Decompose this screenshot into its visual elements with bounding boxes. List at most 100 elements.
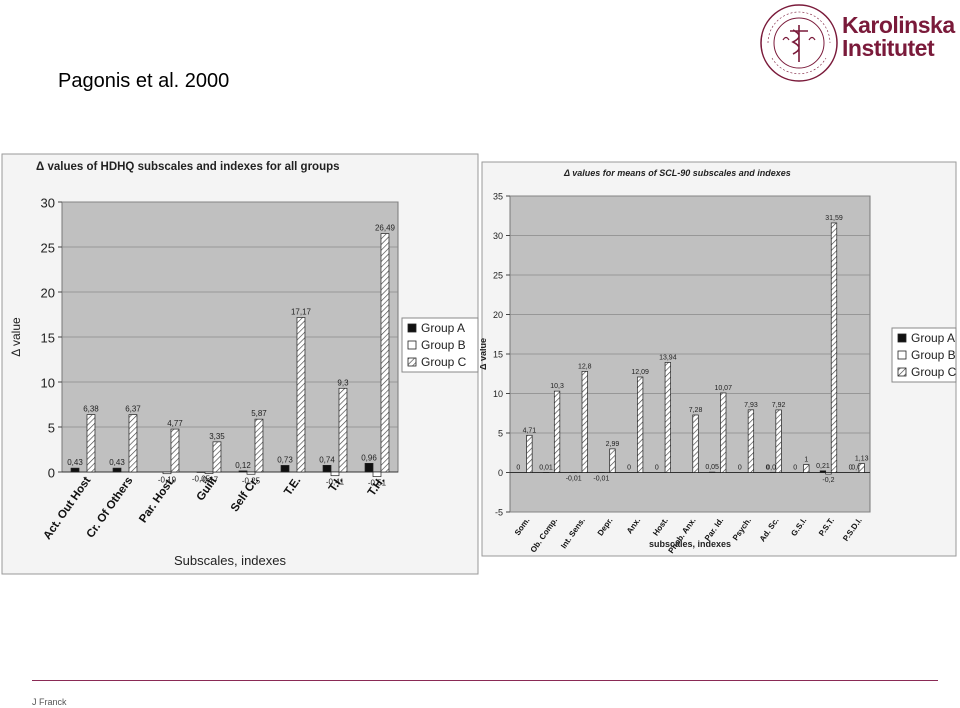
data-label: 3,35 (209, 432, 225, 441)
data-label: -0,19 (158, 476, 177, 485)
bar-group-a (70, 467, 80, 473)
y-tick-label: 5 (498, 429, 503, 439)
scl90-chart: Δ values for means of SCL-90 subscales a… (480, 161, 957, 557)
data-label: -0,41 (326, 478, 345, 487)
data-label: 0,74 (319, 455, 335, 464)
data-label: 0 (627, 465, 631, 472)
bar-group-c (338, 387, 348, 473)
bar-group-c (609, 448, 616, 473)
legend-swatch (897, 350, 907, 360)
legend-entry: Group A (421, 321, 465, 335)
data-label: -0,2 (822, 477, 834, 484)
data-label: -0,25 (242, 476, 261, 485)
data-label: 17,17 (291, 307, 312, 316)
y-axis-label: Δ value (9, 317, 23, 357)
data-label: 12,8 (578, 363, 592, 370)
bar-group-c (553, 390, 561, 473)
legend-entry: Group B (911, 348, 956, 362)
data-label: 0,01 (539, 464, 553, 471)
legend-entry: Group C (911, 365, 957, 379)
data-label: -0,51 (368, 479, 387, 488)
data-label: 4,71 (523, 427, 537, 434)
legend-entry: Group B (421, 338, 466, 352)
bar-group-c (775, 409, 782, 473)
data-label: 10,07 (714, 385, 732, 392)
bar-group-c (720, 392, 727, 473)
bar-group-c (170, 428, 180, 473)
bar-group-a (112, 467, 122, 473)
data-label: 0,43 (67, 458, 83, 467)
data-label: 7,93 (744, 402, 758, 409)
bar-group-c (803, 464, 810, 473)
data-label: -0,17 (200, 476, 219, 485)
legend: Group A Group B Group C (401, 317, 479, 373)
bar-group-c (747, 409, 755, 473)
data-label: -0,01 (566, 476, 582, 483)
bar-group-b (162, 471, 172, 475)
data-label: 0 (766, 465, 770, 472)
bar-group-c (692, 414, 699, 473)
hdhq-chart: Δ values of HDHQ subscales and indexes f… (1, 153, 479, 575)
footer-author: J Franck (32, 697, 67, 707)
slide-title: Pagonis et al. 2000 (58, 70, 230, 92)
data-label: 0,21 (816, 463, 830, 470)
y-tick-label: 10 (41, 376, 55, 391)
bar-group-c (254, 418, 264, 473)
data-label: 0 (738, 465, 742, 472)
data-label: 26,49 (375, 224, 396, 233)
bar-group-c (858, 463, 865, 473)
y-tick-label: 20 (493, 310, 503, 320)
bar-group-c (380, 233, 390, 473)
data-label: 5,87 (251, 409, 267, 418)
data-label: 0,0 (851, 465, 861, 472)
legend-swatch (897, 367, 907, 377)
y-tick-label: 35 (493, 192, 503, 202)
bar-group-c (86, 414, 96, 473)
bar-group-a (819, 470, 827, 473)
logo-line-1: Karolinska (842, 12, 955, 38)
bar-group-c (526, 434, 533, 473)
y-axis-label: Δ value (480, 338, 488, 370)
data-label: 0,73 (277, 455, 293, 464)
legend-swatch (897, 333, 907, 343)
bar-group-a (280, 465, 290, 473)
y-tick-label: 5 (48, 421, 55, 436)
footer-divider (32, 680, 938, 681)
data-label: 1 (804, 457, 808, 464)
data-label: 0 (849, 465, 853, 472)
bar-group-a (322, 464, 332, 473)
y-tick-label: 15 (41, 331, 55, 346)
bar-group-c (637, 376, 644, 473)
data-label: 7,92 (772, 402, 786, 409)
bar-group-c (664, 362, 671, 473)
x-axis-label: Subscales, indexes (174, 553, 287, 568)
y-tick-label: 25 (493, 271, 503, 281)
bar-group-b (372, 471, 382, 477)
data-label: 9,3 (337, 378, 349, 387)
bar-group-c (296, 317, 306, 473)
legend-swatch (407, 340, 417, 350)
bar-group-c (128, 414, 138, 473)
y-tick-label: 0 (48, 466, 55, 481)
data-label: 4,77 (167, 419, 183, 428)
seal-icon (760, 4, 838, 82)
bar-group-b (825, 472, 832, 475)
bar-group-a (238, 470, 248, 473)
data-label: 31,59 (825, 215, 843, 222)
data-label: 0 (793, 465, 797, 472)
logo-line-2: Institutet (842, 35, 935, 61)
data-label: 12,09 (631, 369, 649, 376)
y-tick-label: 20 (41, 286, 55, 301)
bar-group-c (212, 441, 222, 473)
y-tick-label: 30 (41, 196, 55, 211)
y-tick-label: 15 (493, 350, 503, 360)
bar-group-b (330, 471, 340, 477)
bar-group-a (364, 463, 374, 473)
data-label: 0,43 (109, 458, 125, 467)
data-label: 7,28 (689, 407, 703, 414)
karolinska-logo: Karolinska Institutet (750, 0, 960, 90)
data-label: 10,3 (550, 383, 564, 390)
data-label: 6,37 (125, 405, 141, 414)
legend-entry: Group C (421, 355, 467, 369)
y-tick-label: -5 (495, 508, 503, 518)
